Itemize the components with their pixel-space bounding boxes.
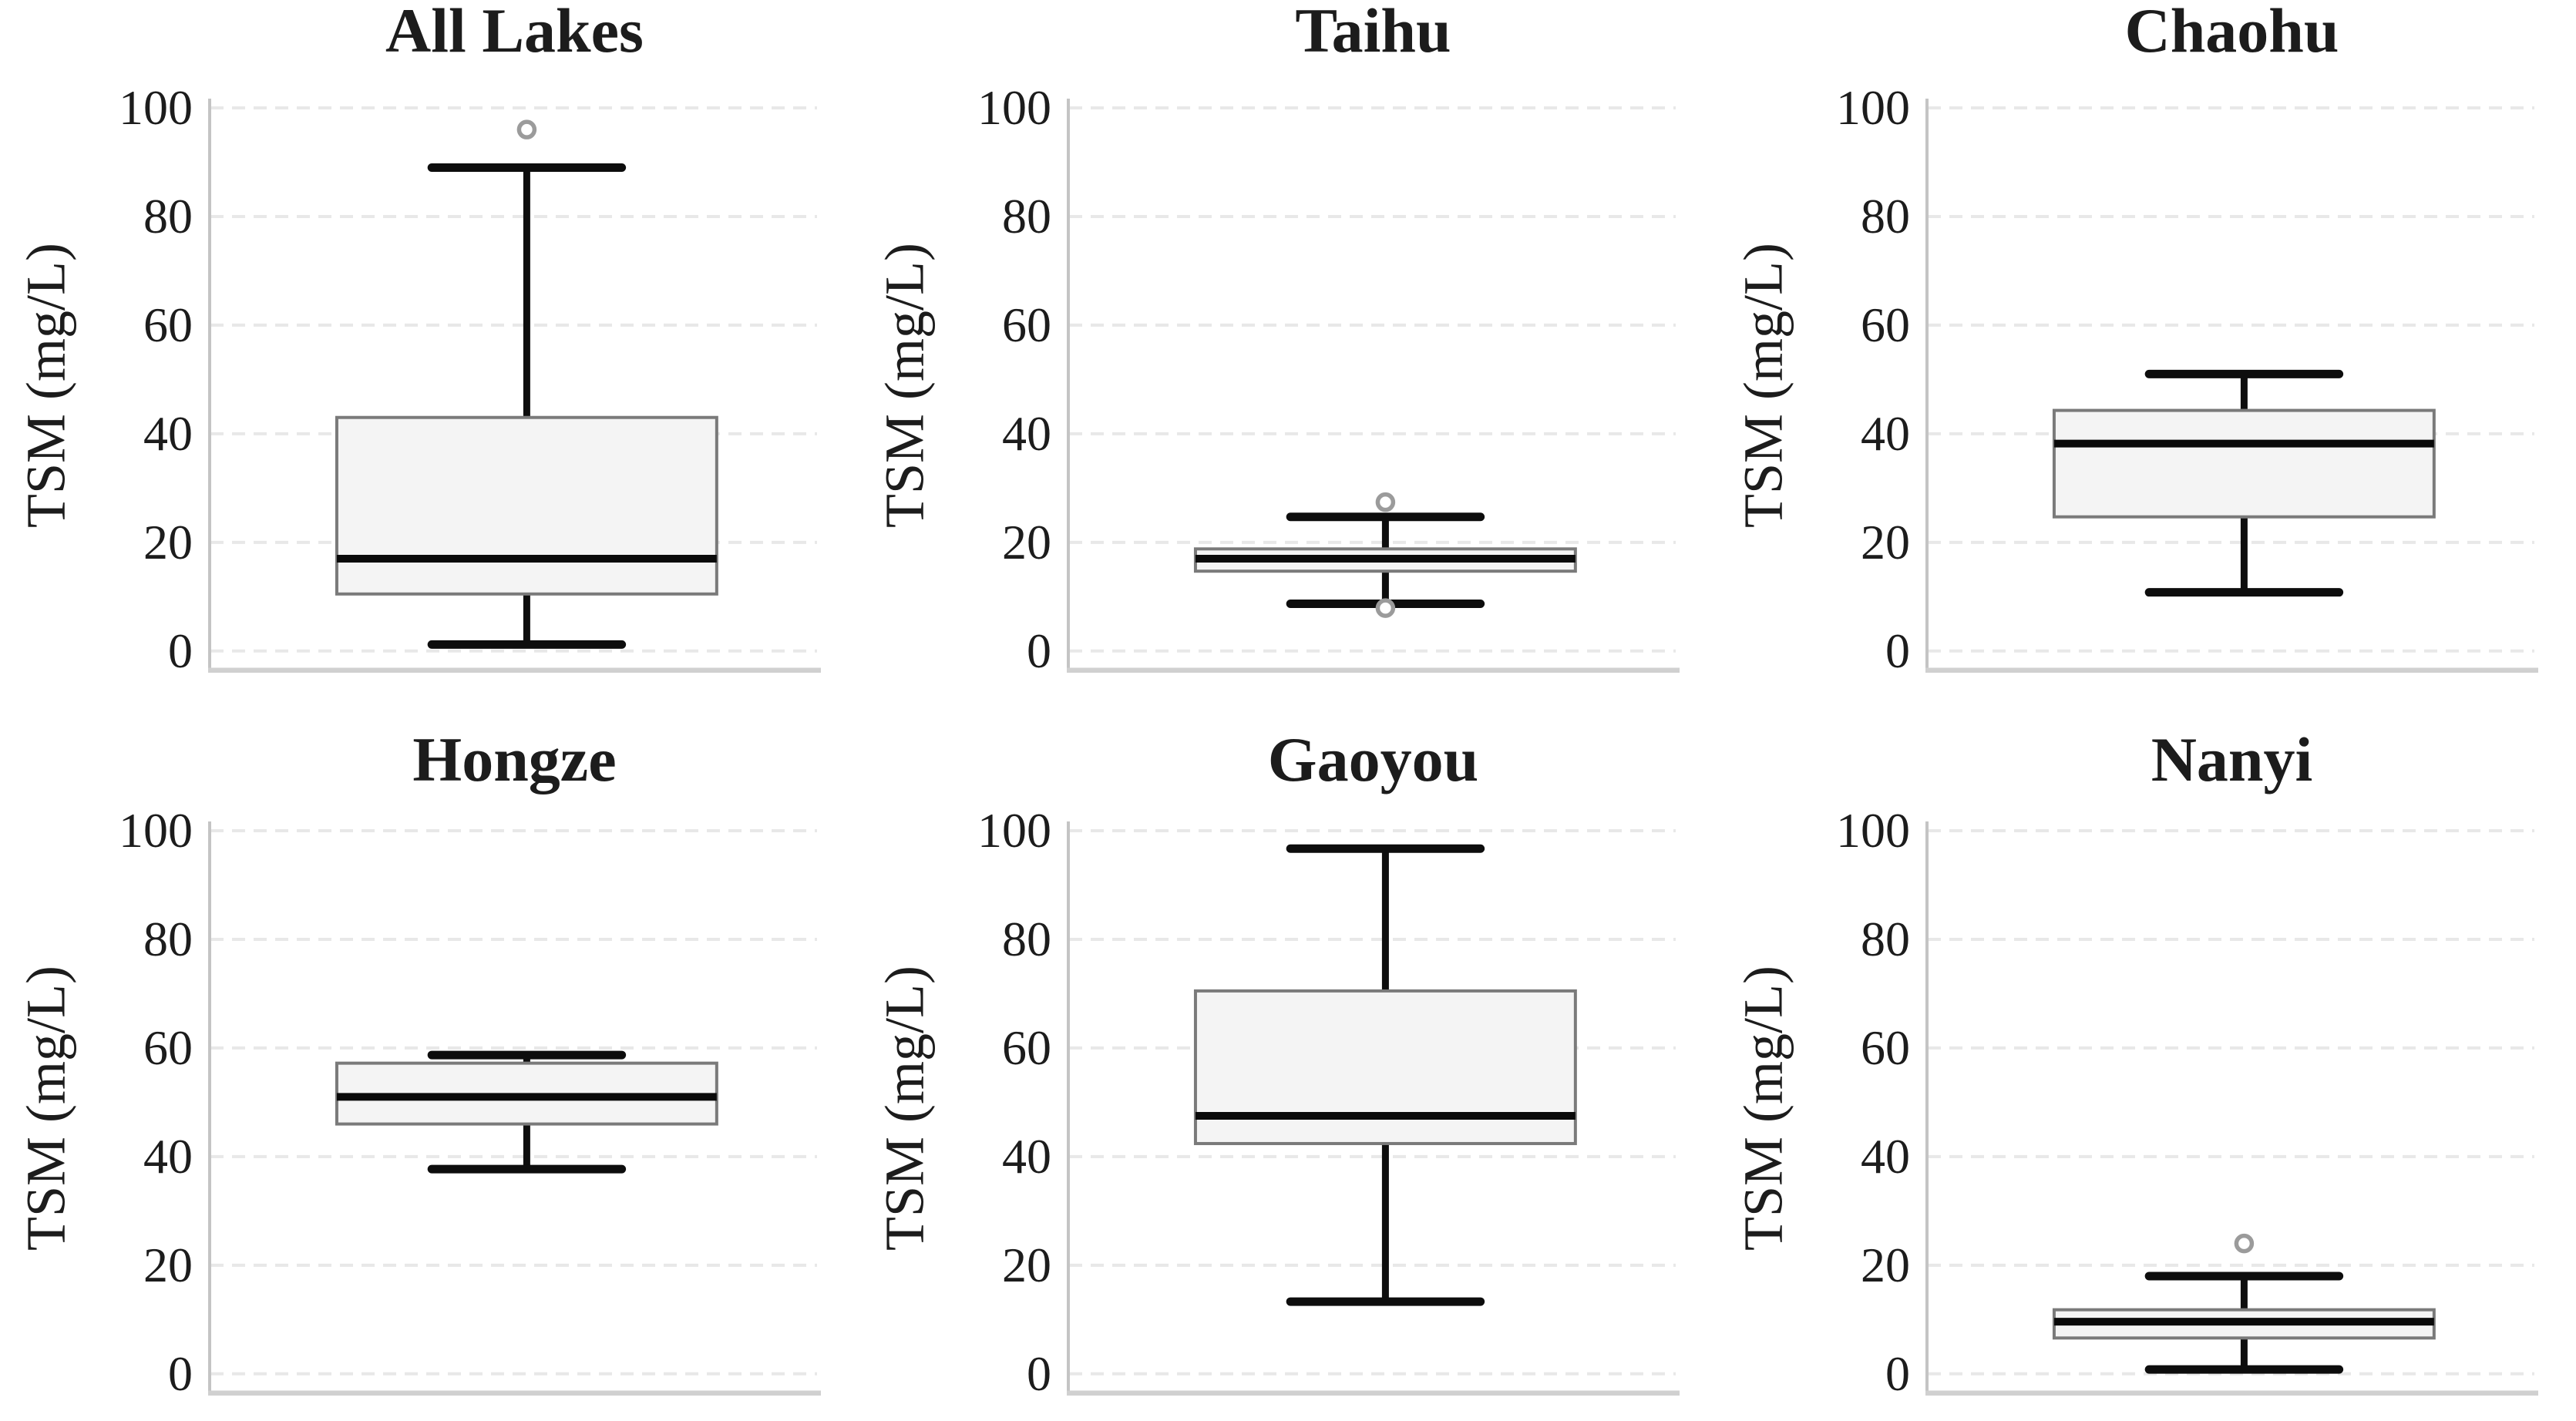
panel-chaohu: Chaohu TSM (mg/L) 0 20 40 60 80 100 xyxy=(1717,0,2576,709)
y-axis-label: TSM (mg/L) xyxy=(15,243,77,529)
y-tick-label: 0 xyxy=(1027,623,1051,678)
y-tick-label: 60 xyxy=(143,1020,193,1075)
y-tick-label: 80 xyxy=(1861,911,1910,966)
boxplot-canvas xyxy=(208,821,821,1396)
iqr-box xyxy=(2052,408,2436,519)
y-tick-label: 40 xyxy=(143,405,193,461)
outlier-point xyxy=(516,119,537,139)
y-axis-tick-labels: 0 20 40 60 80 100 xyxy=(82,80,193,678)
y-axis-label: TSM (mg/L) xyxy=(15,966,77,1251)
y-tick-label: 20 xyxy=(1861,514,1910,569)
y-tick-label: 20 xyxy=(143,1237,193,1292)
panel-gaoyou: Gaoyou TSM (mg/L) 0 20 40 60 80 100 xyxy=(859,709,1717,1418)
y-axis-label: TSM (mg/L) xyxy=(1732,243,1794,529)
panel-title: Chaohu xyxy=(2124,0,2339,66)
boxplot-canvas xyxy=(1067,99,1680,673)
panel-hongze: Hongze TSM (mg/L) 0 20 40 60 80 100 xyxy=(0,709,859,1418)
y-tick-label: 60 xyxy=(1002,1020,1051,1075)
boxplot-canvas xyxy=(1925,99,2538,673)
y-tick-label: 0 xyxy=(168,1345,193,1401)
y-tick-label: 80 xyxy=(1002,911,1051,966)
y-tick-label: 100 xyxy=(119,79,193,135)
iqr-box xyxy=(1193,989,1577,1145)
y-tick-label: 40 xyxy=(143,1128,193,1184)
panel-title: Gaoyou xyxy=(1267,724,1479,794)
y-tick-label: 0 xyxy=(1027,1345,1051,1401)
y-axis-tick-labels: 0 20 40 60 80 100 xyxy=(940,80,1051,678)
boxplot-canvas xyxy=(1925,821,2538,1396)
panel-all-lakes: All Lakes TSM (mg/L) 0 20 40 60 80 100 xyxy=(0,0,859,709)
y-axis-tick-labels: 0 20 40 60 80 100 xyxy=(1799,803,1910,1401)
y-tick-label: 80 xyxy=(143,188,193,244)
y-tick-label: 0 xyxy=(168,623,193,678)
y-tick-label: 60 xyxy=(143,297,193,352)
boxplot-canvas xyxy=(208,99,821,673)
y-tick-label: 100 xyxy=(1836,79,1910,135)
y-tick-label: 40 xyxy=(1861,405,1910,461)
y-tick-label: 100 xyxy=(119,802,193,858)
outlier-point xyxy=(2234,1233,2255,1254)
panel-nanyi: Nanyi TSM (mg/L) 0 20 40 60 80 100 xyxy=(1717,709,2576,1418)
y-tick-label: 100 xyxy=(977,802,1051,858)
y-tick-label: 80 xyxy=(1861,188,1910,244)
y-axis-tick-labels: 0 20 40 60 80 100 xyxy=(940,803,1051,1401)
y-tick-label: 20 xyxy=(1002,1237,1051,1292)
y-tick-label: 20 xyxy=(1861,1237,1910,1292)
panel-taihu: Taihu TSM (mg/L) 0 20 40 60 80 100 xyxy=(859,0,1717,709)
y-tick-label: 60 xyxy=(1002,297,1051,352)
y-tick-label: 40 xyxy=(1861,1128,1910,1184)
y-axis-label: TSM (mg/L) xyxy=(873,966,936,1251)
y-tick-label: 20 xyxy=(143,514,193,569)
y-axis-label: TSM (mg/L) xyxy=(873,243,936,529)
y-tick-label: 0 xyxy=(1885,1345,1910,1401)
panel-title: Nanyi xyxy=(2151,724,2313,794)
y-tick-label: 0 xyxy=(1885,623,1910,678)
y-tick-label: 20 xyxy=(1002,514,1051,569)
boxplot-canvas xyxy=(1067,821,1680,1396)
y-tick-label: 100 xyxy=(977,79,1051,135)
y-tick-label: 80 xyxy=(1002,188,1051,244)
y-tick-label: 60 xyxy=(1861,297,1910,352)
panel-title: Taihu xyxy=(1295,0,1451,66)
panel-title: Hongze xyxy=(412,724,617,794)
y-axis-tick-labels: 0 20 40 60 80 100 xyxy=(1799,80,1910,678)
y-tick-label: 40 xyxy=(1002,405,1051,461)
y-tick-label: 100 xyxy=(1836,802,1910,858)
outlier-point xyxy=(1375,492,1396,512)
iqr-box xyxy=(335,415,718,596)
y-tick-label: 80 xyxy=(143,911,193,966)
panel-title: All Lakes xyxy=(385,0,644,66)
y-axis-tick-labels: 0 20 40 60 80 100 xyxy=(82,803,193,1401)
y-tick-label: 60 xyxy=(1861,1020,1910,1075)
y-tick-label: 40 xyxy=(1002,1128,1051,1184)
y-axis-label: TSM (mg/L) xyxy=(1732,966,1794,1251)
outlier-point xyxy=(1375,598,1396,618)
